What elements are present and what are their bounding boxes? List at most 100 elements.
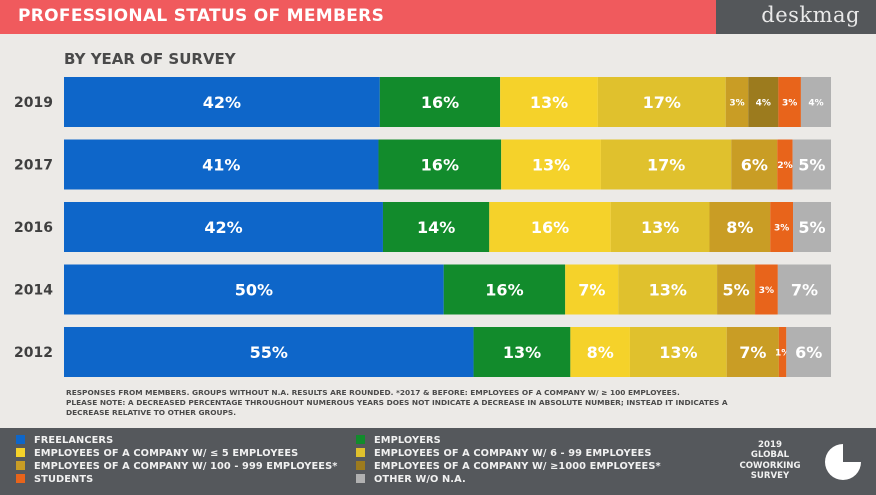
legend-item: FREELANCERS xyxy=(16,435,113,448)
bar-segment xyxy=(565,264,619,315)
legend-swatch xyxy=(356,435,365,444)
legend-swatch xyxy=(16,448,25,457)
year-label: 2016 xyxy=(14,220,53,236)
bar-segment xyxy=(610,202,710,252)
bar-segment xyxy=(717,264,756,315)
stacked-bar-chart: 2019 42% 16% 13% 17% 3% 4% 3% 4% 2017 41% 16% 13% 17%… xyxy=(14,77,831,377)
bar-segment xyxy=(709,202,771,252)
bar-segment xyxy=(755,264,778,315)
data-label: 6% xyxy=(795,343,822,362)
footnote-line: DECREASE RELATIVE TO OTHER GROUPS. xyxy=(66,408,237,417)
survey-year: 2019 xyxy=(758,440,782,450)
data-label: 13% xyxy=(532,156,570,175)
data-label: 3% xyxy=(729,99,744,109)
legend-item: EMPLOYERS xyxy=(356,435,441,448)
bar-segment xyxy=(793,202,831,252)
data-label: 16% xyxy=(421,156,459,175)
bar-segment xyxy=(800,77,831,127)
bar-segment xyxy=(725,77,749,127)
survey-line: COWORKING xyxy=(739,460,801,471)
legend-swatch xyxy=(16,461,25,470)
footnote-line: PLEASE NOTE: A DECREASED PERCENTAGE THRO… xyxy=(66,398,728,407)
data-label: 7% xyxy=(578,281,605,300)
bar-segment xyxy=(726,327,779,377)
legend-label: EMPLOYERS xyxy=(374,435,441,446)
bar-segment xyxy=(778,77,801,127)
bar-segment xyxy=(600,139,732,190)
bar-segment xyxy=(731,139,778,190)
data-label: 3% xyxy=(782,99,797,109)
bar-segment xyxy=(64,77,380,127)
data-label: 13% xyxy=(530,93,568,112)
legend-label: STUDENTS xyxy=(34,474,94,485)
footnotes: RESPONSES FROM MEMBERS. GROUPS WITHOUT N… xyxy=(66,388,846,418)
data-label: 13% xyxy=(659,343,697,362)
data-label: 4% xyxy=(756,99,771,109)
data-label: 17% xyxy=(643,93,681,112)
data-label: 6% xyxy=(741,156,768,175)
year-label: 2017 xyxy=(14,158,53,174)
bar-segment xyxy=(443,264,566,315)
bar-segment xyxy=(597,77,726,127)
legend-item: EMPLOYEES OF A COMPANY W/ ≥1000 EMPLOYEE… xyxy=(356,461,661,474)
footnote-line: RESPONSES FROM MEMBERS. GROUPS WITHOUT N… xyxy=(66,388,680,397)
data-label: 13% xyxy=(641,218,679,237)
bar-segment xyxy=(382,202,490,252)
data-label: 50% xyxy=(235,281,273,300)
bar-segment xyxy=(378,139,502,190)
bar-segment xyxy=(64,202,383,252)
data-label: 8% xyxy=(726,218,753,237)
data-label: 16% xyxy=(485,281,523,300)
pie-chart-icon xyxy=(825,442,863,480)
legend-item: EMPLOYEES OF A COMPANY W/ 100 - 999 EMPL… xyxy=(16,461,337,474)
legend-label: OTHER W/O N.A. xyxy=(374,474,466,485)
bar-segment xyxy=(777,139,793,190)
legend-label: EMPLOYEES OF A COMPANY W/ ≥1000 EMPLOYEE… xyxy=(374,461,661,472)
bar-segment xyxy=(64,264,444,315)
legend-swatch xyxy=(356,474,365,483)
data-label: 7% xyxy=(791,281,818,300)
data-label: 42% xyxy=(204,218,242,237)
title-bar: PROFESSIONAL STATUS OF MEMBERS xyxy=(0,0,716,34)
bar-segment xyxy=(770,202,794,252)
bar-segment xyxy=(501,139,601,190)
legend-item: EMPLOYEES OF A COMPANY W/ 6 - 99 EMPLOYE… xyxy=(356,448,651,461)
survey-label: 2019 GLOBAL COWORKING SURVEY xyxy=(720,440,820,482)
bar-segment xyxy=(570,327,630,377)
bar-segment xyxy=(629,327,727,377)
data-label: 55% xyxy=(250,343,288,362)
data-label: 1% xyxy=(775,349,790,359)
bar-segment xyxy=(489,202,611,252)
legend-footer: FREELANCERS EMPLOYERS EMPLOYEES OF A COMPA… xyxy=(0,428,876,495)
data-label: 14% xyxy=(417,218,455,237)
bar-segment xyxy=(786,327,831,377)
bar-segment xyxy=(792,139,831,190)
bar-segment xyxy=(778,327,787,377)
data-label: 3% xyxy=(759,286,774,296)
legend-label: EMPLOYEES OF A COMPANY W/ ≤ 5 EMPLOYEES xyxy=(34,448,299,459)
data-label: 13% xyxy=(503,343,541,362)
data-label: 13% xyxy=(649,281,687,300)
survey-line: GLOBAL xyxy=(750,450,790,461)
bar-segment xyxy=(777,264,831,315)
legend-swatch xyxy=(356,461,365,470)
chart-title: PROFESSIONAL STATUS OF MEMBERS xyxy=(18,6,385,26)
data-label: 5% xyxy=(798,218,825,237)
data-label: 2% xyxy=(777,161,792,171)
bar-segment xyxy=(748,77,779,127)
legend-item: EMPLOYEES OF A COMPANY W/ ≤ 5 EMPLOYEES xyxy=(16,448,298,461)
legend-swatch xyxy=(356,448,365,457)
bar-segment xyxy=(618,264,718,315)
data-label: 42% xyxy=(203,93,241,112)
year-label: 2019 xyxy=(14,95,53,111)
data-label: 4% xyxy=(808,99,823,109)
header: PROFESSIONAL STATUS OF MEMBERS deskmag xyxy=(0,0,876,34)
legend-swatch xyxy=(16,435,25,444)
legend-label: EMPLOYEES OF A COMPANY W/ 6 - 99 EMPLOYE… xyxy=(374,448,652,459)
legend-label: EMPLOYEES OF A COMPANY W/ 100 - 999 EMPL… xyxy=(34,461,338,472)
data-label: 17% xyxy=(647,156,685,175)
data-label: 7% xyxy=(739,343,766,362)
brand-bar: deskmag xyxy=(716,0,876,34)
bar-segment xyxy=(379,77,501,127)
year-label: 2014 xyxy=(14,283,53,299)
